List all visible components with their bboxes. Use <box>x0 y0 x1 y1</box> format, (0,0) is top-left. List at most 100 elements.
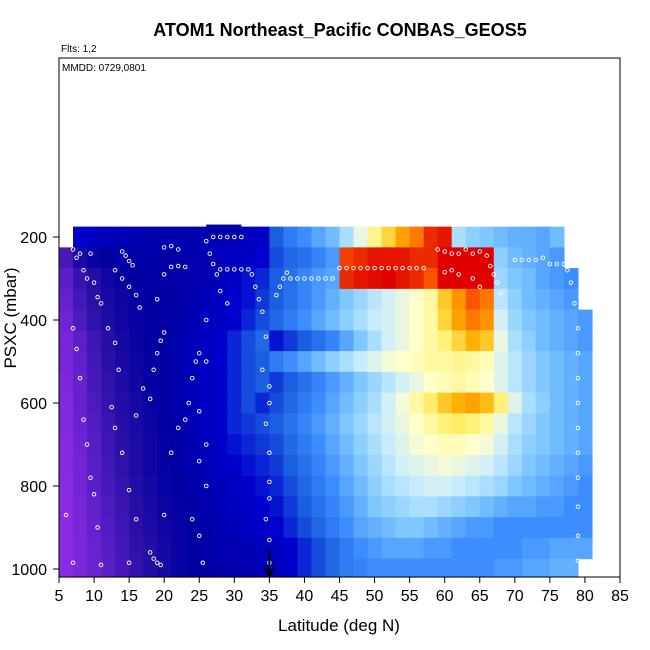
heatmap-cell <box>143 496 158 518</box>
heatmap-cell <box>311 392 327 414</box>
heatmap-cell <box>549 288 565 311</box>
heatmap-cell <box>381 413 397 435</box>
sample-point <box>168 450 174 456</box>
heatmap-cell <box>465 288 481 311</box>
heatmap-cell <box>311 330 327 352</box>
heatmap-cell <box>157 247 172 269</box>
heatmap-cell <box>353 288 369 311</box>
heatmap-cell <box>297 309 313 331</box>
heatmap-cell <box>129 392 144 414</box>
heatmap-cell <box>59 475 74 497</box>
heatmap-cell <box>339 558 355 578</box>
heatmap-cell <box>283 558 299 578</box>
heatmap-cell <box>87 247 102 269</box>
heatmap-cell <box>423 226 439 248</box>
heatmap-cell <box>129 434 144 456</box>
heatmap-cell <box>269 268 284 290</box>
heatmap-cell <box>59 309 74 331</box>
sample-point <box>365 265 370 271</box>
x-tick-label: 40 <box>296 588 314 605</box>
heatmap-cell <box>521 351 537 373</box>
heatmap-cell <box>577 330 593 352</box>
heatmap-cell <box>115 247 130 269</box>
heatmap-cell <box>479 226 495 248</box>
sample-point <box>449 267 454 273</box>
heatmap-cell <box>409 268 425 290</box>
heatmap-cell <box>115 517 130 539</box>
heatmap-cell <box>479 475 495 497</box>
heatmap-cell <box>311 517 327 539</box>
heatmap-cell <box>213 288 228 311</box>
sample-point <box>196 350 202 356</box>
heatmap-cell <box>563 558 579 578</box>
heatmap-cell <box>115 413 130 435</box>
sample-point <box>119 276 125 281</box>
heatmap-cell <box>101 537 116 560</box>
heatmap-cell <box>395 475 411 497</box>
heatmap-cell <box>535 475 551 497</box>
heatmap-cell <box>297 392 313 414</box>
heatmap-cell <box>479 247 495 269</box>
heatmap-cell <box>367 288 383 311</box>
heatmap-cell <box>465 517 481 539</box>
heatmap-cell <box>199 537 214 560</box>
sample-point <box>575 504 581 510</box>
heatmap-cell <box>451 475 467 497</box>
heatmap-cell <box>535 288 551 311</box>
heatmap-cell <box>395 288 411 311</box>
heatmap-cell <box>171 351 186 373</box>
heatmap-cell <box>367 226 383 248</box>
sample-point <box>109 404 114 410</box>
sample-point <box>200 560 206 566</box>
heatmap-cell <box>311 226 327 248</box>
heatmap-cell <box>157 330 172 352</box>
heatmap-cell <box>437 517 453 539</box>
sample-point <box>161 330 167 335</box>
heatmap-cell <box>283 226 299 248</box>
sample-point <box>189 516 195 522</box>
sample-point <box>225 267 230 272</box>
heatmap-cell <box>283 247 299 269</box>
heatmap-cell <box>311 434 327 456</box>
heatmap-cell <box>283 309 299 331</box>
sample-point <box>154 297 160 302</box>
sample-point <box>74 346 79 352</box>
sample-point <box>204 317 209 323</box>
heatmap-cell <box>115 288 130 311</box>
heatmap-cell <box>297 475 313 497</box>
heatmap-cell <box>227 330 242 352</box>
heatmap-cell <box>129 558 144 578</box>
heatmap-cell <box>381 309 397 331</box>
heatmap-cell <box>507 351 523 373</box>
heatmap-cell <box>73 496 88 518</box>
heatmap-cell <box>143 392 158 414</box>
heatmap-cell <box>241 351 256 373</box>
sample-point <box>105 326 111 331</box>
sample-point <box>218 288 223 294</box>
heatmap-cell <box>297 558 313 578</box>
sample-point <box>204 483 209 489</box>
heatmap-cell <box>59 351 74 373</box>
heatmap-cell <box>465 247 481 269</box>
heatmap-cell <box>367 351 383 373</box>
heatmap-cell <box>353 434 369 456</box>
heatmap-cell <box>185 288 200 311</box>
heatmap-cell <box>367 330 383 352</box>
heatmap-cell <box>423 454 439 477</box>
heatmap-cell <box>157 288 172 311</box>
heatmap-cell <box>493 475 509 497</box>
sample-point <box>414 265 419 271</box>
heatmap-cell <box>297 537 313 560</box>
heatmap-cell <box>255 434 270 456</box>
sample-point <box>161 512 167 518</box>
sample-point <box>575 350 581 356</box>
x-tick-label: 10 <box>85 588 103 605</box>
heatmap-cell <box>59 392 74 414</box>
heatmap-cell <box>241 496 256 518</box>
heatmap-cell <box>521 517 537 539</box>
sample-points <box>63 234 581 568</box>
heatmap-cell <box>395 537 411 560</box>
heatmap-cell <box>115 309 130 331</box>
sample-point <box>182 417 188 422</box>
heatmap-cell <box>367 475 383 497</box>
